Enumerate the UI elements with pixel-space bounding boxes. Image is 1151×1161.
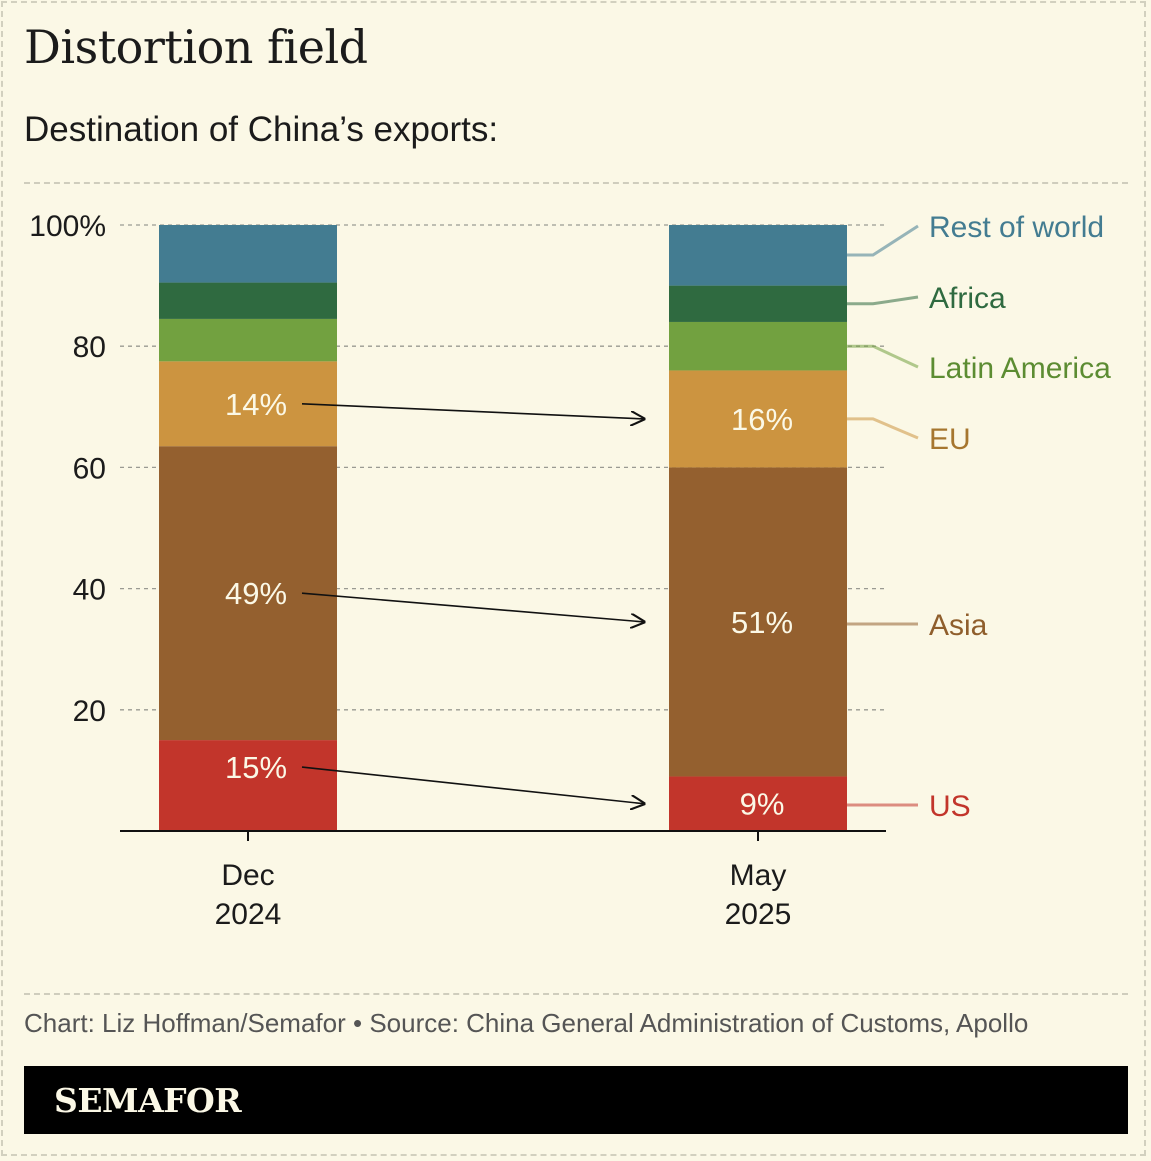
legend-label-latin-america: Latin America <box>929 352 1111 385</box>
bottom-divider <box>24 993 1128 995</box>
y-tick-label: 40 <box>73 574 106 607</box>
chart-title: Distortion field <box>24 20 368 74</box>
x-tick-label: 2024 <box>215 898 282 931</box>
change-arrow-eu <box>301 402 644 419</box>
legend-label-eu: EU <box>929 423 971 456</box>
legend-leader-rest-of-world <box>847 224 919 257</box>
x-tick-label: May <box>730 859 787 892</box>
legend-leader-latin-america <box>847 344 919 369</box>
bar-segment-asia <box>669 467 847 777</box>
legend-label-asia: Asia <box>929 609 988 642</box>
data-label-eu: 14% <box>225 387 287 422</box>
x-tick-label: 2025 <box>725 898 792 931</box>
y-tick-label: 60 <box>73 452 106 485</box>
bar-segment-rest-of-world <box>159 225 337 283</box>
y-tick-label: 20 <box>73 695 106 728</box>
legend-leader-eu <box>847 417 919 440</box>
bar-segment-latin-america <box>669 321 847 371</box>
legend-label-africa: Africa <box>929 282 1006 315</box>
y-tick-label: 80 <box>73 331 106 364</box>
data-label-eu: 16% <box>731 402 793 437</box>
bar-segment-rest-of-world <box>669 225 847 286</box>
data-label-asia: 49% <box>225 576 287 611</box>
bar-segment-us <box>669 776 847 831</box>
change-arrow-asia <box>301 592 644 622</box>
source-credit: Chart: Liz Hoffman/Semafor • Source: Chi… <box>24 1008 1029 1038</box>
bar-segment-latin-america <box>159 318 337 362</box>
brand-logo: SEMAFOR <box>54 1081 242 1120</box>
data-label-us: 15% <box>225 750 287 785</box>
bar-segment-eu <box>669 370 847 468</box>
x-tick-label: Dec <box>221 859 274 892</box>
stacked-bar-chart: 20 40 60 80 100% Dec 2024 May 2025 15% 9% 49% 51% 14%… <box>29 210 1111 931</box>
change-arrow-us <box>301 766 644 804</box>
brand-bar: SEMAFOR <box>24 1066 1128 1134</box>
top-divider <box>24 182 1128 184</box>
y-tick-label: 100% <box>29 210 106 243</box>
legend-label-rest-of-world: Rest of world <box>929 211 1104 244</box>
legend-label-us: US <box>929 790 971 823</box>
chart-subtitle: Destination of China’s exports: <box>24 110 499 149</box>
data-label-asia: 51% <box>731 605 793 640</box>
bar-segment-us <box>159 740 337 831</box>
legend-leader-africa <box>847 295 919 306</box>
data-label-us: 9% <box>740 787 785 822</box>
bar-segment-africa <box>159 282 337 319</box>
bar-segment-africa <box>669 285 847 322</box>
